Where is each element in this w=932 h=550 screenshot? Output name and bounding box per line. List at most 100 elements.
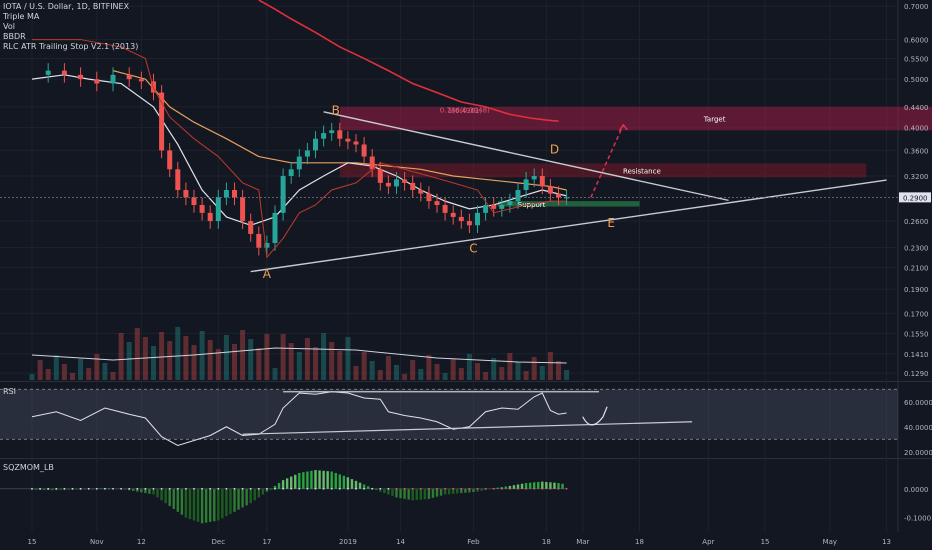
momentum-bar [160, 488, 163, 501]
momentum-bar [415, 488, 418, 500]
price-axis-tick: 0.6000 [904, 37, 929, 45]
candle-body [138, 79, 144, 82]
momentum-bar [261, 488, 265, 495]
squeeze-dot [565, 487, 568, 490]
volume-bar [94, 354, 100, 380]
momentum-bar [561, 483, 564, 489]
candle-body [377, 169, 383, 183]
rsi-title[interactable]: RSI [3, 387, 16, 396]
price-axis-tick: 0.7000 [904, 3, 929, 11]
momentum-bar [528, 482, 532, 489]
candle-body [240, 197, 246, 222]
squeeze-dot [355, 487, 357, 490]
momentum-bar [476, 488, 479, 492]
momentum-bar [516, 484, 520, 489]
rsi-axis-tick: 20.0000 [904, 449, 932, 457]
momentum-bar [294, 474, 297, 489]
momentum-bar [472, 488, 475, 493]
momentum-bar [407, 488, 410, 500]
squeeze-dot [257, 487, 260, 490]
volume-bar [70, 373, 75, 380]
sqzmom-title[interactable]: SQZMOM_LB [3, 463, 54, 472]
volume-bar [248, 339, 254, 380]
squeeze-dot [452, 487, 455, 490]
trendline-triangle-top [323, 111, 729, 202]
indicator-bbdr[interactable]: BBDR [3, 32, 26, 41]
squeeze-dot [500, 487, 503, 490]
momentum-bar [520, 483, 524, 489]
squeeze-dot [403, 487, 406, 490]
candle-body [361, 144, 367, 157]
candle-body [531, 175, 537, 180]
momentum-bar [148, 488, 151, 494]
momentum-bar [553, 482, 556, 489]
squeeze-dot [31, 487, 33, 490]
momentum-bar [184, 488, 188, 518]
momentum-bar [411, 488, 414, 501]
volume-bar [475, 363, 480, 380]
last-price-label: 0.2900 [903, 194, 928, 202]
indicator-atr-trailing-stop[interactable]: RLC ATR Trailing Stop V2.1 (2013) [3, 42, 139, 51]
squeeze-dot [338, 487, 341, 490]
squeeze-dot [282, 487, 284, 490]
momentum-bar [172, 488, 175, 509]
candle-body [539, 175, 545, 187]
momentum-bar [302, 472, 305, 489]
momentum-bar [285, 478, 289, 489]
squeeze-dot [517, 487, 519, 490]
wave-label-c: C [469, 241, 477, 255]
momentum-bar [383, 488, 386, 494]
momentum-bar [51, 488, 54, 491]
momentum-bar [342, 475, 346, 489]
squeeze-dot [476, 487, 479, 490]
squeeze-dot [428, 487, 430, 490]
momentum-bar [34, 488, 38, 490]
momentum-bar [366, 486, 370, 489]
candle-body [345, 138, 351, 142]
volume-bar [126, 342, 132, 380]
squeeze-dot [193, 487, 195, 490]
volume-bar [175, 327, 181, 380]
squeeze-dot [120, 487, 122, 490]
candle-body [385, 182, 391, 187]
squeeze-dot [419, 487, 422, 490]
wave-label-e: E [607, 216, 615, 230]
momentum-bar [322, 470, 325, 489]
candle-body [199, 204, 205, 213]
volume-bar [191, 345, 197, 380]
zone-label-support: Support [518, 201, 546, 209]
momentum-bar [403, 488, 406, 499]
squeeze-dot [71, 487, 74, 490]
candle-body [207, 212, 213, 222]
momentum-bar [204, 488, 208, 523]
indicator-vol[interactable]: Vol [3, 22, 15, 31]
squeeze-dot [136, 487, 139, 490]
wave-label-d: D [550, 142, 559, 156]
squeeze-dot [160, 487, 163, 490]
volume-bar [353, 366, 359, 380]
momentum-bar [237, 488, 240, 510]
candle-body [159, 92, 165, 151]
candle-body [515, 190, 521, 202]
momentum-bar [83, 488, 86, 490]
squeeze-dot [168, 487, 171, 490]
volume-bar [151, 346, 156, 380]
indicator-triple-ma[interactable]: Triple MA [3, 12, 40, 21]
time-axis-tick: Nov [90, 538, 104, 546]
volume-bar [523, 371, 529, 380]
price-axis-tick: 0.4400 [904, 104, 929, 112]
momentum-bar [99, 488, 103, 490]
candle-body [410, 182, 416, 190]
time-axis-tick: 14 [396, 538, 405, 546]
wave-label-a: A [263, 267, 272, 281]
candle-body [183, 190, 189, 198]
rsi-pane [0, 383, 898, 458]
volume-bar [256, 348, 262, 380]
squeeze-dot [363, 487, 365, 490]
volume-bar [321, 333, 327, 380]
squeeze-dot [549, 487, 552, 490]
squeeze-dot [249, 487, 252, 490]
momentum-bar [132, 488, 135, 491]
